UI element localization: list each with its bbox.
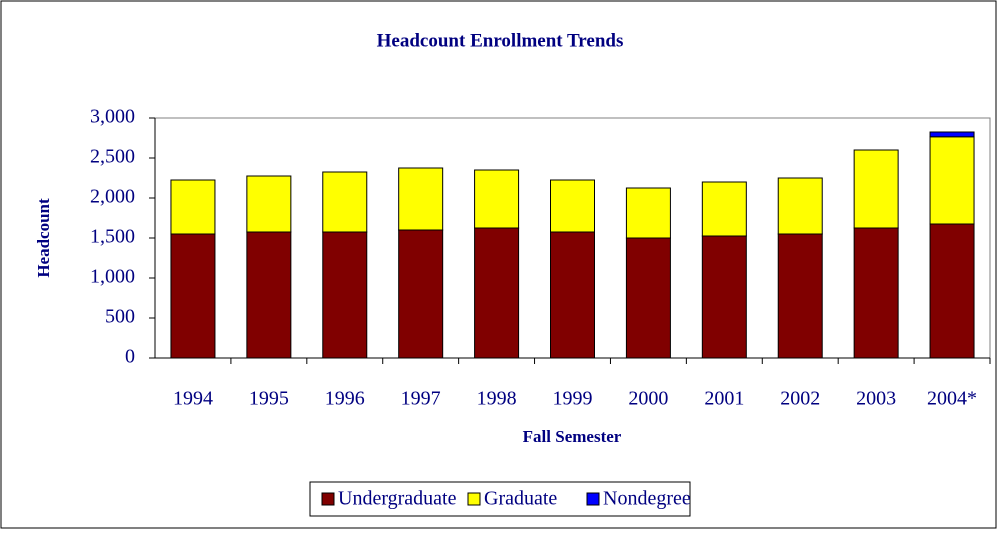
bar-segment [701, 181, 747, 237]
bar-segment [929, 131, 975, 138]
x-axis-label: Fall Semester [523, 427, 622, 446]
bar-segment [398, 167, 444, 231]
y-tick-label: 2,500 [90, 146, 135, 168]
y-tick-label: 1,000 [90, 266, 135, 288]
bar-segment [474, 169, 520, 229]
bar-segment [474, 227, 520, 359]
legend-label: Nondegree [603, 488, 691, 510]
x-tick-label: 1996 [325, 388, 365, 410]
x-tick-label: 1998 [477, 388, 517, 410]
bar-segment [398, 229, 444, 359]
legend-swatch [467, 492, 481, 506]
y-tick-label: 2,000 [90, 186, 135, 208]
bar-segment [853, 227, 899, 359]
y-tick-label: 500 [105, 306, 135, 328]
bar-segment [550, 231, 595, 359]
bar-segment [550, 179, 595, 233]
chart-title: Headcount Enrollment Trends [377, 30, 624, 51]
x-tick-label: 1995 [249, 388, 289, 410]
legend-label: Graduate [484, 488, 557, 510]
bar-segment [322, 231, 368, 359]
x-tick-label: 1999 [553, 388, 593, 410]
legend-swatch [321, 492, 335, 506]
bar-segment [625, 237, 671, 359]
bar-segment [170, 179, 216, 235]
bar-segment [170, 233, 216, 359]
bar-segment [777, 233, 823, 359]
bar-segment [322, 171, 368, 233]
x-tick-label: 2000 [628, 388, 668, 410]
y-tick-label: 3,000 [90, 106, 135, 128]
bar-segment [246, 231, 292, 359]
bar-segment [853, 149, 899, 229]
bar-segment [929, 223, 975, 359]
x-tick-label: 2003 [856, 388, 896, 410]
x-tick-label: 2002 [780, 388, 820, 410]
x-tick-label: 2001 [704, 388, 744, 410]
bar-segment [777, 177, 823, 235]
legend-box [309, 481, 691, 517]
y-tick-label: 0 [125, 346, 135, 368]
bar-segment [625, 187, 671, 239]
y-axis-label: Headcount [34, 198, 53, 278]
bar-segment [929, 136, 975, 225]
bar-segment [246, 175, 292, 233]
bar-segment [701, 235, 747, 359]
x-tick-label: 1997 [401, 388, 441, 410]
x-tick-label: 2004* [927, 388, 977, 410]
y-tick-label: 1,500 [90, 226, 135, 248]
legend-swatch [586, 492, 600, 506]
legend-label: Undergraduate [338, 488, 457, 510]
x-tick-label: 1994 [173, 388, 213, 410]
